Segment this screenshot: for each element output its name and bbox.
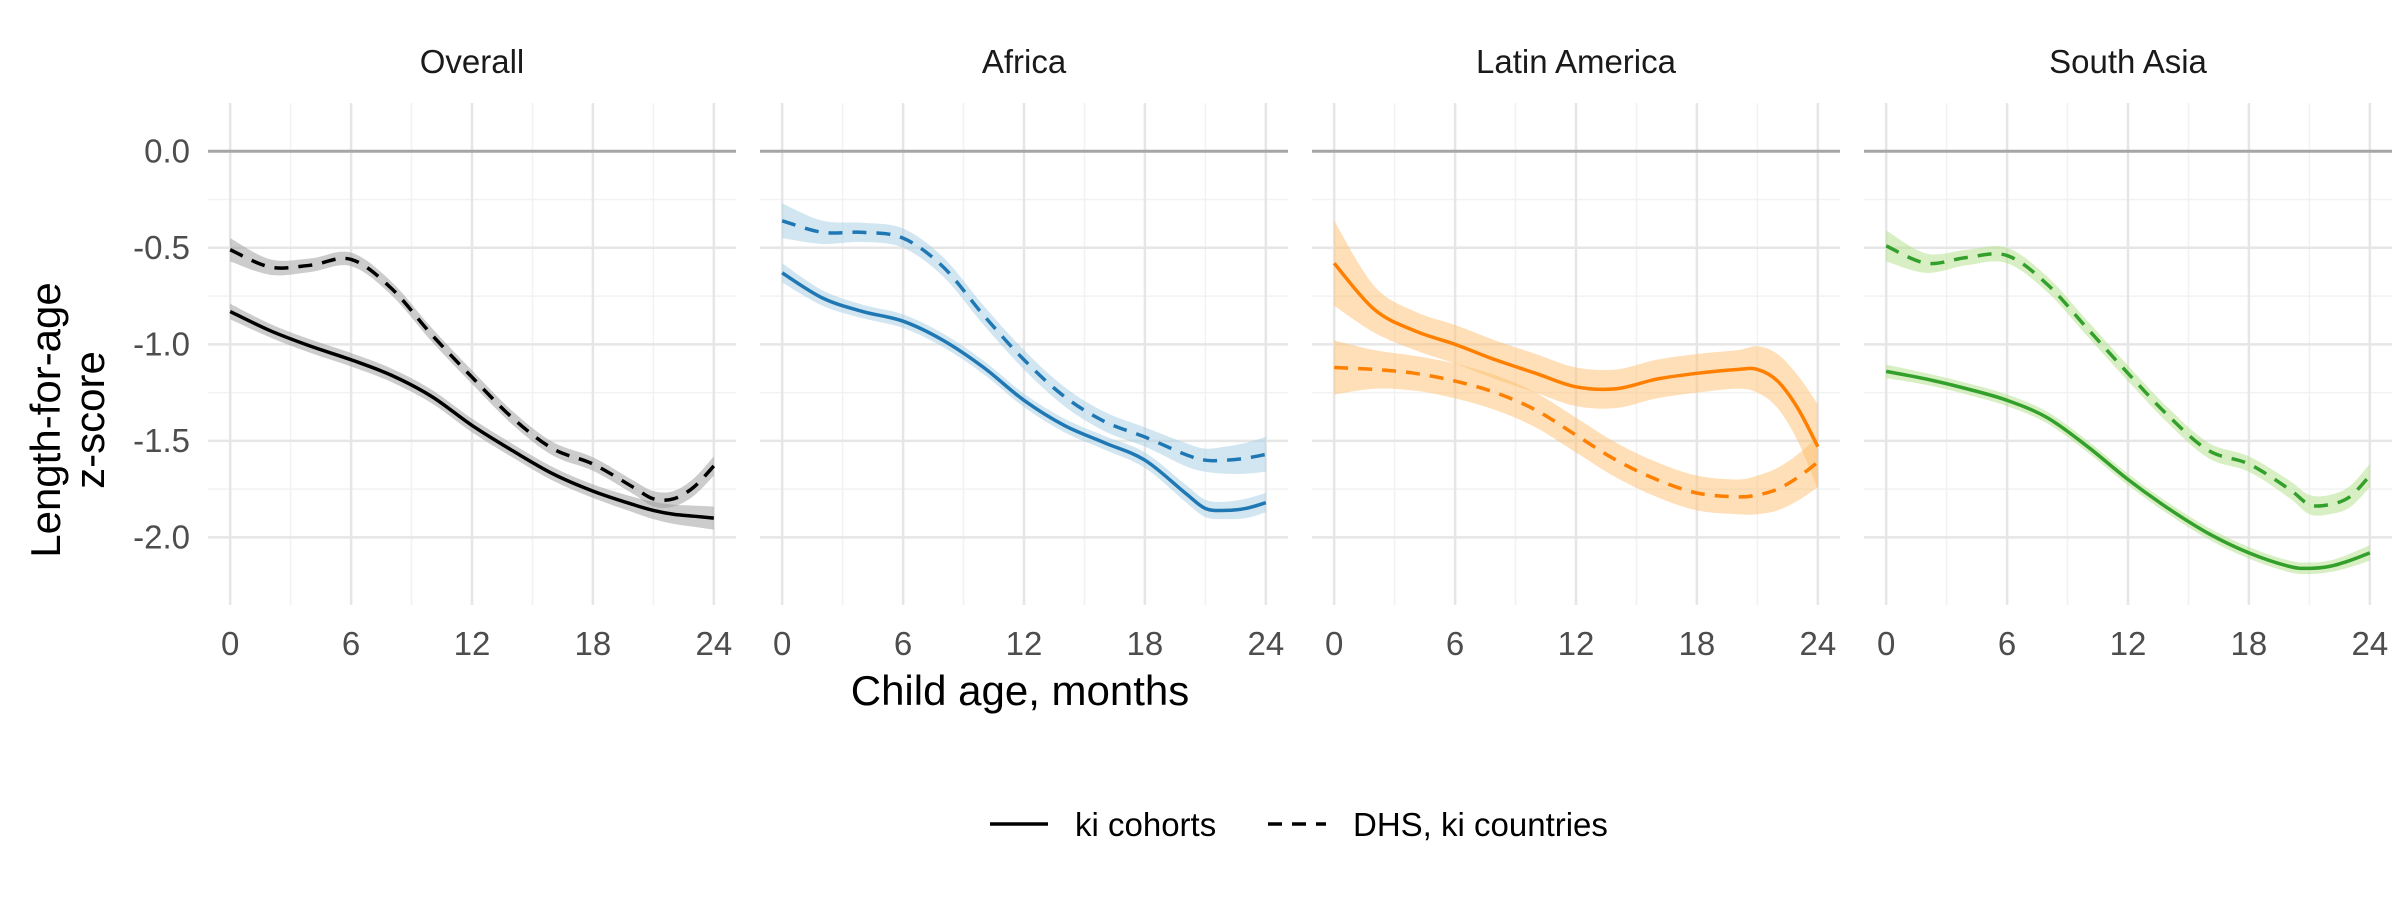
legend-label-ki-cohorts: ki cohorts xyxy=(1075,806,1216,843)
legend: ki cohorts DHS, ki countries xyxy=(990,806,1608,843)
panel-south-asia: South Asia 0 6 12 18 24 xyxy=(1864,43,2392,662)
y-tick-label: -0.5 xyxy=(133,229,190,266)
facet-title-africa: Africa xyxy=(982,43,1067,80)
x-tick-label: 6 xyxy=(1998,625,2016,662)
series-line-ki-cohorts xyxy=(229,309,715,520)
ci-band-dhs xyxy=(230,238,714,508)
x-tick-label: 18 xyxy=(2231,625,2268,662)
x-tick-label: 6 xyxy=(894,625,912,662)
panel-africa: Africa 0 6 12 18 24 xyxy=(760,43,1288,662)
x-tick-label: 24 xyxy=(1247,625,1284,662)
x-tick-label: 0 xyxy=(221,625,239,662)
x-tick-label: 24 xyxy=(695,625,732,662)
y-axis-title-line-1: Length-for-age xyxy=(22,282,69,558)
x-tick-label: 6 xyxy=(1446,625,1464,662)
x-tick-label: 18 xyxy=(1679,625,1716,662)
panel-overall: Overall 0 6 12 18 24 xyxy=(208,43,736,662)
ci-band-dhs xyxy=(782,203,1266,474)
facet-title-latin-america: Latin America xyxy=(1476,43,1677,80)
y-axis-ticks: 0.0 -0.5 -1.0 -1.5 -2.0 xyxy=(133,132,190,555)
ci-band-ki-cohorts xyxy=(1334,220,1818,490)
x-tick-label: 6 xyxy=(342,625,360,662)
facet-title-south-asia: South Asia xyxy=(2049,43,2207,80)
panel-latin-america: Latin America 0 6 12 18 24 xyxy=(1312,43,1840,662)
x-tick-label: 24 xyxy=(2351,625,2388,662)
series-line-ki-cohorts xyxy=(1885,369,2371,571)
ci-band-ki-cohorts xyxy=(1886,364,2370,575)
x-tick-label: 0 xyxy=(773,625,791,662)
ci-band-dhs xyxy=(1334,340,1818,515)
series-line-ki-cohorts xyxy=(1332,262,1820,448)
x-tick-label: 12 xyxy=(1558,625,1595,662)
ci-band-ki-cohorts xyxy=(782,263,1266,520)
x-tick-label: 18 xyxy=(575,625,612,662)
y-tick-label: 0.0 xyxy=(144,132,190,169)
x-tick-label: 0 xyxy=(1877,625,1895,662)
x-tick-label: 0 xyxy=(1325,625,1343,662)
y-tick-label: -1.5 xyxy=(133,422,190,459)
series-line-ki-cohorts xyxy=(781,271,1267,513)
x-tick-label: 12 xyxy=(2110,625,2147,662)
series-line-dhs xyxy=(1334,365,1819,499)
y-tick-label: -1.0 xyxy=(133,325,190,362)
y-tick-label: -2.0 xyxy=(133,518,190,555)
x-tick-label: 12 xyxy=(1006,625,1043,662)
series-line-dhs xyxy=(229,248,716,503)
facet-title-overall: Overall xyxy=(420,43,525,80)
x-tick-label: 12 xyxy=(454,625,491,662)
x-tick-label: 18 xyxy=(1127,625,1164,662)
legend-label-dhs: DHS, ki countries xyxy=(1353,806,1608,843)
x-tick-label: 24 xyxy=(1799,625,1836,662)
series-line-dhs xyxy=(1885,244,2372,508)
y-axis-title-line-2: z-score xyxy=(66,351,113,489)
x-axis-title: Child age, months xyxy=(851,667,1190,714)
